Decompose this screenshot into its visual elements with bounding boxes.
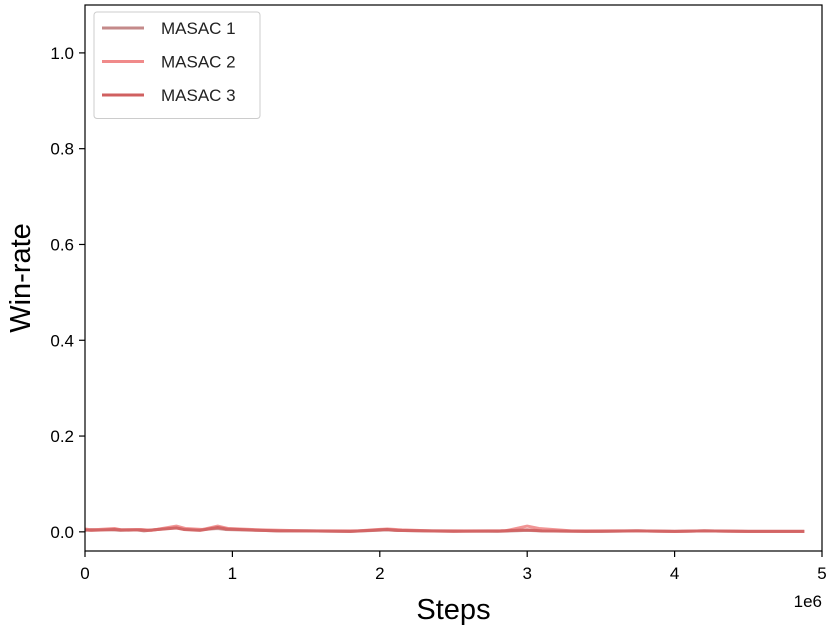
series-line-masac-3 xyxy=(84,526,805,533)
plot-frame xyxy=(84,4,823,552)
x-tick-label: 3 xyxy=(522,564,531,583)
legend-label: MASAC 1 xyxy=(161,19,236,38)
legend-label: MASAC 3 xyxy=(161,86,236,105)
x-tick-label: 0 xyxy=(80,564,89,583)
y-tick-label: 0.0 xyxy=(50,523,74,542)
y-axis-title: Win-rate xyxy=(5,223,37,333)
y-tick-label: 0.2 xyxy=(50,427,74,446)
y-tick-label: 0.6 xyxy=(50,235,74,254)
x-tick-label: 5 xyxy=(817,564,826,583)
legend: MASAC 1 MASAC 2 MASAC 3 xyxy=(93,11,261,119)
x-tick-label: 1 xyxy=(228,564,237,583)
series-layer xyxy=(84,524,805,533)
y-tick-label: 1.0 xyxy=(50,44,74,63)
x-axis-multiplier: 1e6 xyxy=(794,592,822,611)
legend-box xyxy=(93,11,261,119)
y-axis-ticks: 0.0 0.2 0.4 0.6 0.8 1.0 xyxy=(50,44,85,542)
y-tick-label: 0.4 xyxy=(50,331,74,350)
x-axis-title: Steps xyxy=(416,594,490,626)
x-tick-label: 4 xyxy=(670,564,679,583)
x-tick-label: 2 xyxy=(375,564,384,583)
x-axis-ticks: 0 1 2 3 4 5 xyxy=(80,551,827,583)
legend-label: MASAC 2 xyxy=(161,53,236,72)
y-tick-label: 0.8 xyxy=(50,140,74,159)
